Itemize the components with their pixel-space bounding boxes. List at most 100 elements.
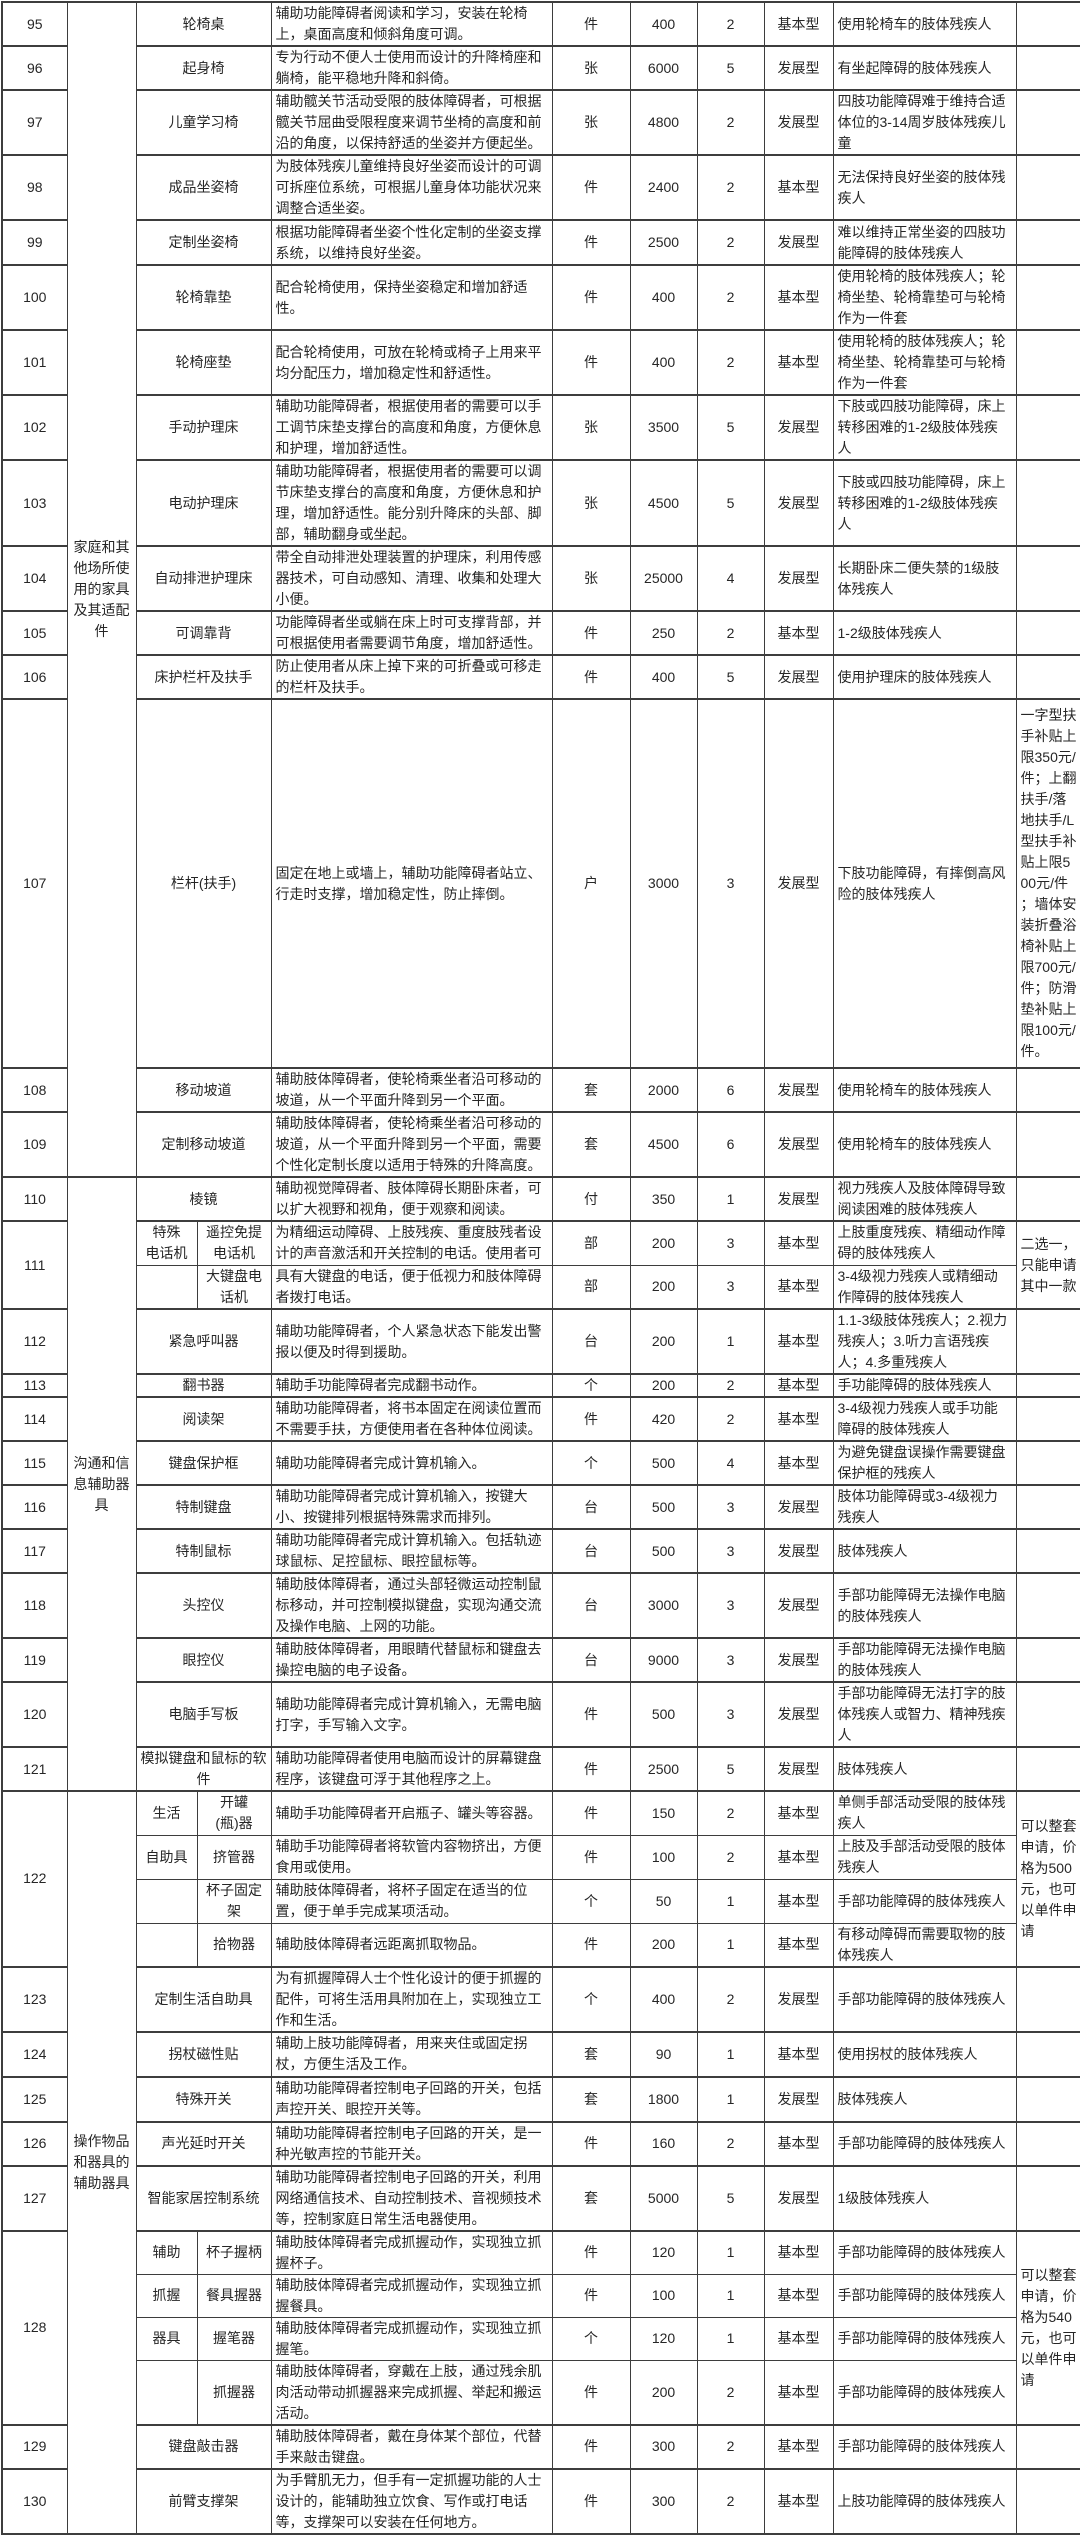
target-group-cell: 使用拐杖的肢体残疾人 — [832, 2030, 1017, 2077]
description-cell: 辅助功能障碍者完成计算机输入，无需电脑打字，手写输入文字。 — [270, 1681, 553, 1748]
target-group-cell: 单侧手部活动受限的肢体残疾人 — [832, 1790, 1017, 1836]
price-cell: 2400 — [629, 154, 698, 221]
price-cell: 200 — [629, 1264, 698, 1310]
quantity-cell: 6 — [696, 1111, 765, 1178]
row-number-cell: 130 — [1, 2467, 68, 2534]
target-group-cell: 手部功能障碍无法打字的肢体残疾人或智力、精神残疾人 — [832, 1681, 1017, 1748]
description-cell: 辅助功能障碍者，根据使用者的需要可以调节床垫支撑台的高度和角度，方便休息和护理，… — [270, 459, 553, 547]
row-number-cell: 96 — [1, 45, 68, 91]
type-cell: 基本型 — [763, 2273, 834, 2318]
quantity-cell: 2 — [696, 2467, 765, 2534]
note-cell — [1015, 1965, 1080, 2032]
price-cell: 500 — [629, 1681, 698, 1748]
target-group-cell: 使用轮椅车的肢体残疾人 — [832, 1, 1017, 47]
row-number-cell: 109 — [1, 1111, 68, 1178]
target-group-cell: 肢体功能障碍或3-4级视力残疾人 — [832, 1484, 1017, 1530]
price-cell: 420 — [629, 1396, 698, 1442]
item-name-cell: 可调靠背 — [135, 610, 272, 656]
row-number-cell: 101 — [1, 329, 68, 396]
unit-cell: 套 — [551, 1111, 631, 1178]
description-cell: 辅助肢体障碍者，使轮椅乘坐者沿可移动的坡道，从一个平面升降到另一个平面，需要个性… — [270, 1111, 553, 1178]
note-cell — [1015, 2120, 1080, 2166]
type-cell: 基本型 — [763, 1373, 834, 1398]
note-cell — [1015, 1440, 1080, 1486]
target-group-cell: 手部功能障碍的肢体残疾人 — [832, 2120, 1017, 2166]
type-cell: 发展型 — [763, 89, 834, 156]
quantity-cell: 5 — [696, 45, 765, 91]
description-cell: 辅助视觉障碍者、肢体障碍长期卧床者，可以扩大视野和视角，便于观察和阅读。 — [270, 1176, 553, 1222]
row-number-cell: 118 — [1, 1572, 68, 1639]
price-cell: 400 — [629, 1965, 698, 2032]
item-name-cell: 声光延时开关 — [135, 2120, 272, 2166]
unit-cell: 件 — [551, 2273, 631, 2318]
note-cell: 可以整套申请，价格为500元，也可以单件申请 — [1015, 1790, 1080, 1967]
price-cell: 2500 — [629, 1746, 698, 1792]
price-cell: 200 — [629, 2359, 698, 2425]
price-cell: 2500 — [629, 219, 698, 266]
unit-cell: 张 — [551, 45, 631, 91]
item-name-cell: 前臂支撑架 — [135, 2467, 272, 2534]
price-cell: 4500 — [629, 1111, 698, 1178]
target-group-cell: 无法保持良好坐姿的肢体残疾人 — [832, 154, 1017, 221]
type-cell: 发展型 — [763, 698, 834, 1069]
note-cell — [1015, 394, 1080, 461]
row-number-cell: 112 — [1, 1308, 68, 1375]
note-cell — [1015, 1681, 1080, 1748]
item-name-cell: 阅读架 — [135, 1396, 272, 1442]
note-cell — [1015, 2075, 1080, 2122]
quantity-cell: 3 — [696, 1264, 765, 1310]
row-number-cell: 104 — [1, 545, 68, 612]
target-group-cell: 上肢及手部活动受限的肢体残疾人 — [832, 1834, 1017, 1880]
item-name-cell: 轮椅桌 — [135, 1, 272, 47]
note-cell — [1015, 1176, 1080, 1222]
quantity-cell: 2 — [696, 610, 765, 656]
row-number-cell: 128 — [1, 2229, 68, 2425]
description-cell: 功能障碍者坐或躺在床上时可支撑背部，并可根据使用者需要调节角度，增加舒适性。 — [270, 610, 553, 656]
type-cell: 基本型 — [763, 329, 834, 396]
quantity-cell: 2 — [696, 329, 765, 396]
target-group-cell: 下肢或四肢功能障碍，床上转移困难的1-2级肢体残疾人 — [832, 394, 1017, 461]
unit-cell: 台 — [551, 1637, 631, 1683]
item-name-cell: 智能家居控制系统 — [135, 2164, 272, 2231]
price-cell: 200 — [629, 1220, 698, 1266]
unit-cell: 件 — [551, 2467, 631, 2534]
item-name-cell: 特制鼠标 — [135, 1528, 272, 1574]
row-number-cell: 122 — [1, 1790, 68, 1967]
row-number-cell: 125 — [1, 2075, 68, 2122]
note-cell — [1015, 329, 1080, 396]
type-cell: 基本型 — [763, 1834, 834, 1880]
item-sublabel-cell — [135, 2359, 198, 2425]
type-cell: 发展型 — [763, 545, 834, 612]
type-cell: 发展型 — [763, 2164, 834, 2231]
price-cell: 3000 — [629, 1572, 698, 1639]
description-cell: 辅助功能障碍者控制电子回路的开关，利用网络通信技术、自动控制技术、音视频技术等，… — [270, 2164, 553, 2231]
target-group-cell: 肢体残疾人 — [832, 1528, 1017, 1574]
quantity-cell: 3 — [696, 1220, 765, 1266]
unit-cell: 付 — [551, 1176, 631, 1222]
item-sublabel-cell: 抓握 — [135, 2273, 198, 2318]
row-number-cell: 97 — [1, 89, 68, 156]
type-cell: 发展型 — [763, 219, 834, 266]
item-sublabel-cell — [135, 1922, 198, 1967]
item-name-cell: 自动排泄护理床 — [135, 545, 272, 612]
note-cell: 可以整套申请，价格为540元，也可以单件申请 — [1015, 2229, 1080, 2425]
target-group-cell: 使用轮椅车的肢体残疾人 — [832, 1111, 1017, 1178]
row-number-cell: 113 — [1, 1373, 68, 1398]
quantity-cell: 2 — [696, 1790, 765, 1836]
description-cell: 专为行动不便人士使用而设计的升降椅座和躺椅，能平稳地升降和斜倚。 — [270, 45, 553, 91]
row-number-cell: 110 — [1, 1176, 68, 1222]
item-subname-cell: 餐具握器 — [196, 2273, 272, 2318]
quantity-cell: 5 — [696, 394, 765, 461]
row-number-cell: 114 — [1, 1396, 68, 1442]
type-cell: 基本型 — [763, 1878, 834, 1924]
target-group-cell: 有移动障碍而需要取物的肢体残疾人 — [832, 1922, 1017, 1967]
target-group-cell: 有坐起障碍的肢体残疾人 — [832, 45, 1017, 91]
description-cell: 辅助功能障碍者，将书本固定在阅读位置而不需要手扶，方便使用者在各种体位阅读。 — [270, 1396, 553, 1442]
quantity-cell: 6 — [696, 1067, 765, 1113]
description-cell: 为精细运动障碍、上肢残疾、重度肢残者设计的声音激活和开关控制的电话。使用者可 — [270, 1220, 553, 1266]
price-cell: 400 — [629, 654, 698, 700]
target-group-cell: 手部功能障碍的肢体残疾人 — [832, 1878, 1017, 1924]
item-name-cell: 手动护理床 — [135, 394, 272, 461]
item-name-cell: 键盘敲击器 — [135, 2423, 272, 2469]
